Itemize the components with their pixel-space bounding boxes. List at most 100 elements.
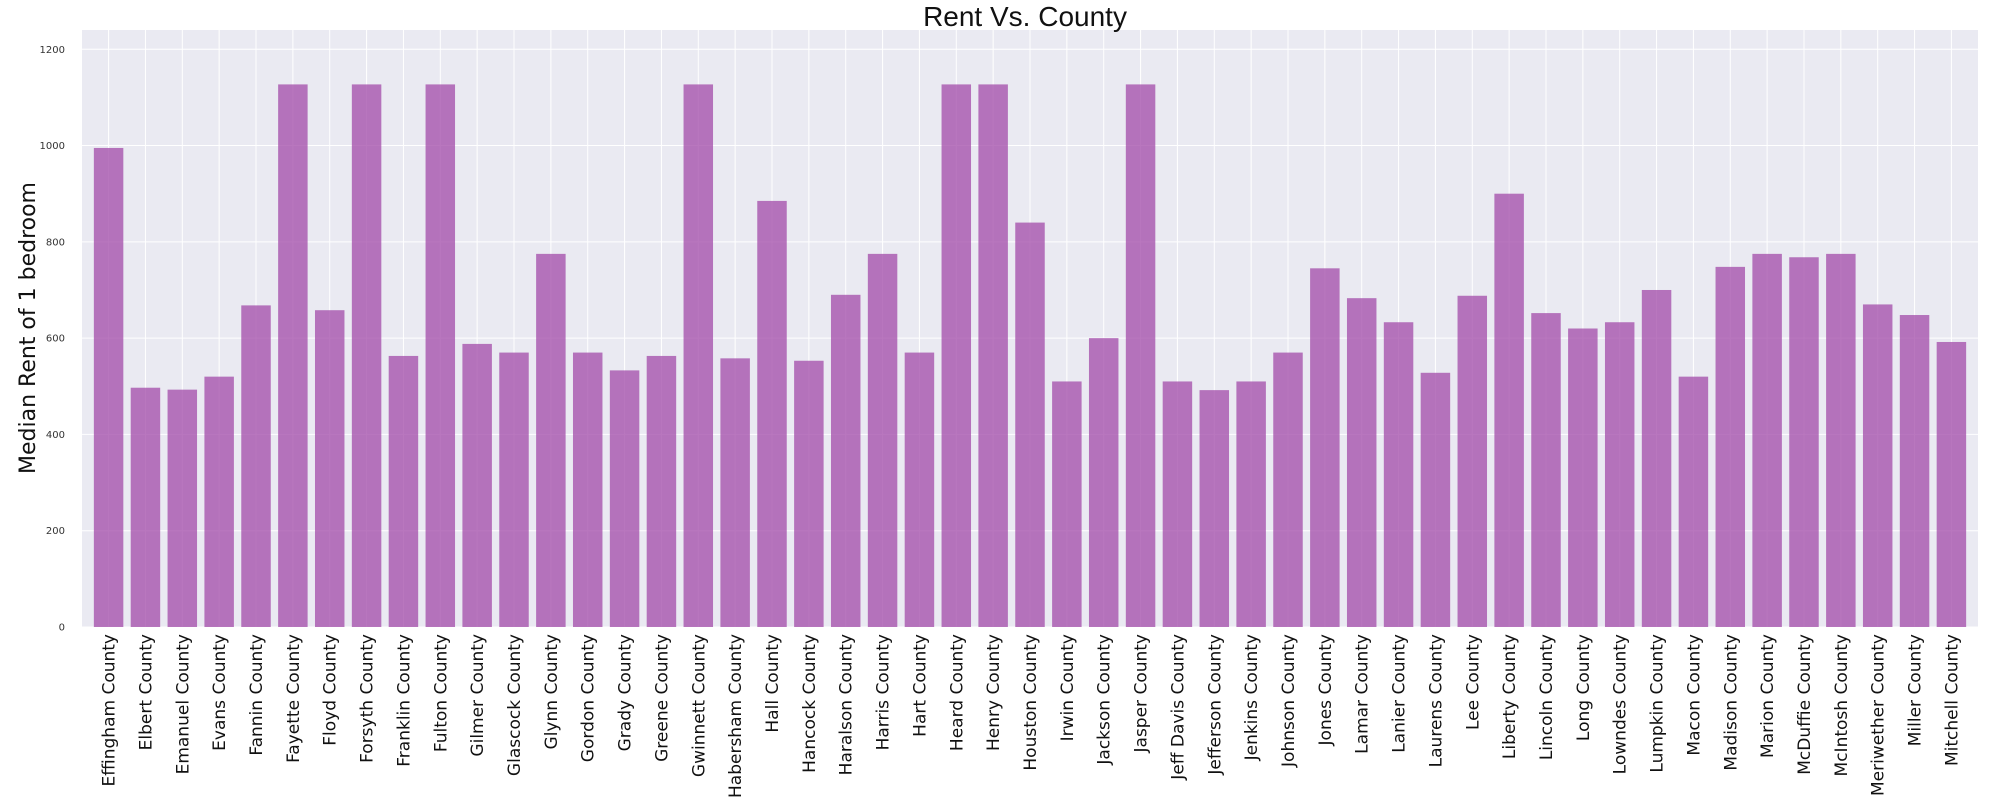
x-tick-label: Liberty County — [1500, 634, 1520, 759]
chart-title: Rent Vs. County — [923, 1, 1127, 32]
x-tick-label: Jenkins County — [1242, 634, 1262, 761]
x-tick-label: Meriwether County — [1869, 634, 1889, 796]
bar — [1789, 257, 1819, 627]
bar — [1199, 390, 1230, 627]
bar — [462, 343, 492, 627]
bar — [830, 294, 861, 627]
bar — [1568, 328, 1598, 627]
bar — [609, 370, 640, 627]
bar — [646, 355, 677, 627]
x-tick-label: Irwin County — [1058, 634, 1078, 741]
bar — [1494, 193, 1524, 627]
bar — [720, 358, 750, 627]
bar — [572, 352, 603, 627]
bar — [130, 387, 161, 627]
x-tick-label: McIntosh County — [1832, 634, 1852, 776]
x-tick-label: Mitchell County — [1942, 634, 1962, 766]
bar — [1715, 266, 1746, 627]
x-tick-label: Jefferson County — [1205, 634, 1225, 776]
y-tick-label: 0 — [59, 623, 65, 634]
bar — [1641, 289, 1672, 627]
bar — [1236, 381, 1266, 627]
x-tick-label: Gilmer County — [468, 634, 488, 757]
bar — [794, 360, 824, 627]
x-tick-label: Forsyth County — [358, 634, 378, 763]
x-tick-label: Effingham County — [100, 634, 120, 786]
y-tick-label: 1200 — [40, 45, 65, 56]
x-tick-label: Fannin County — [247, 634, 267, 756]
bar — [867, 253, 898, 627]
x-tick-label: Fayette County — [284, 634, 304, 763]
x-tick-label: Floyd County — [321, 634, 341, 746]
x-tick-label: Jackson County — [1095, 634, 1115, 766]
x-tick-label: Lincoln County — [1537, 634, 1557, 760]
x-tick-label: Habersham County — [726, 634, 746, 798]
x-tick-label: Gordon County — [579, 634, 599, 762]
x-tick-labels: Effingham County Elbert County Emanuel Cou… — [100, 634, 1963, 798]
x-tick-label: Jeff Davis County — [1168, 634, 1188, 781]
x-tick-label: Henry County — [984, 634, 1004, 751]
y-tick-label: 800 — [46, 237, 65, 248]
x-tick-label: Evans County — [210, 634, 230, 751]
bar — [1162, 381, 1193, 627]
bar — [1678, 376, 1709, 627]
bar — [1826, 253, 1856, 627]
bar — [1383, 322, 1414, 627]
bar — [204, 376, 234, 627]
x-tick-label: Hall County — [763, 634, 783, 733]
x-tick-label: Miller County — [1906, 634, 1926, 746]
x-tick-label: Marion County — [1758, 634, 1778, 758]
bars — [93, 84, 1967, 628]
bar — [757, 200, 787, 627]
bar — [941, 84, 972, 627]
x-tick-label: Gwinnett County — [689, 634, 709, 777]
bar — [1936, 341, 1967, 627]
bar — [1752, 253, 1782, 627]
bar — [683, 84, 714, 627]
y-tick-label: 600 — [46, 334, 65, 345]
x-tick-label: Franklin County — [394, 634, 414, 767]
x-tick-label: Harris County — [874, 634, 894, 750]
bar — [1125, 84, 1156, 627]
x-tick-label: Glynn County — [542, 634, 562, 749]
x-tick-label: Macon County — [1684, 634, 1704, 756]
x-tick-label: Jones County — [1316, 634, 1336, 746]
x-tick-label: McDuffie County — [1795, 634, 1815, 775]
x-tick-label: Greene County — [652, 634, 672, 762]
bar — [1273, 352, 1303, 627]
bar — [536, 253, 566, 627]
bar — [351, 84, 382, 627]
bar — [425, 84, 456, 627]
bar — [904, 352, 935, 627]
x-tick-label: Hart County — [910, 634, 930, 737]
bar — [1531, 313, 1561, 627]
bar — [314, 310, 345, 627]
bar — [1899, 315, 1930, 627]
bar — [1310, 268, 1340, 627]
bar — [1457, 295, 1488, 627]
bar — [1346, 298, 1377, 627]
x-tick-label: Fulton County — [431, 634, 451, 752]
bar — [1088, 338, 1119, 627]
bar — [499, 352, 529, 627]
y-tick-label: 1000 — [40, 141, 65, 152]
bar — [388, 355, 419, 627]
bar — [1052, 381, 1082, 627]
y-tick-label: 200 — [46, 526, 65, 537]
x-tick-label: Johnson County — [1279, 634, 1299, 768]
x-tick-label: Houston County — [1021, 634, 1041, 771]
bar — [167, 389, 198, 627]
x-tick-label: Lowndes County — [1611, 634, 1631, 774]
x-tick-label: Hancock County — [800, 634, 820, 773]
y-tick-labels: 0 200 400 600 800 1000 1200 — [40, 45, 65, 634]
x-tick-label: Elbert County — [136, 634, 156, 750]
y-tick-label: 400 — [46, 430, 65, 441]
bar — [241, 305, 271, 627]
x-tick-label: Lumpkin County — [1648, 634, 1668, 773]
x-tick-label: Laurens County — [1426, 634, 1446, 767]
x-tick-label: Haralson County — [837, 634, 857, 775]
x-tick-label: Lanier County — [1390, 634, 1410, 753]
bar — [93, 147, 124, 628]
bar — [278, 84, 308, 627]
